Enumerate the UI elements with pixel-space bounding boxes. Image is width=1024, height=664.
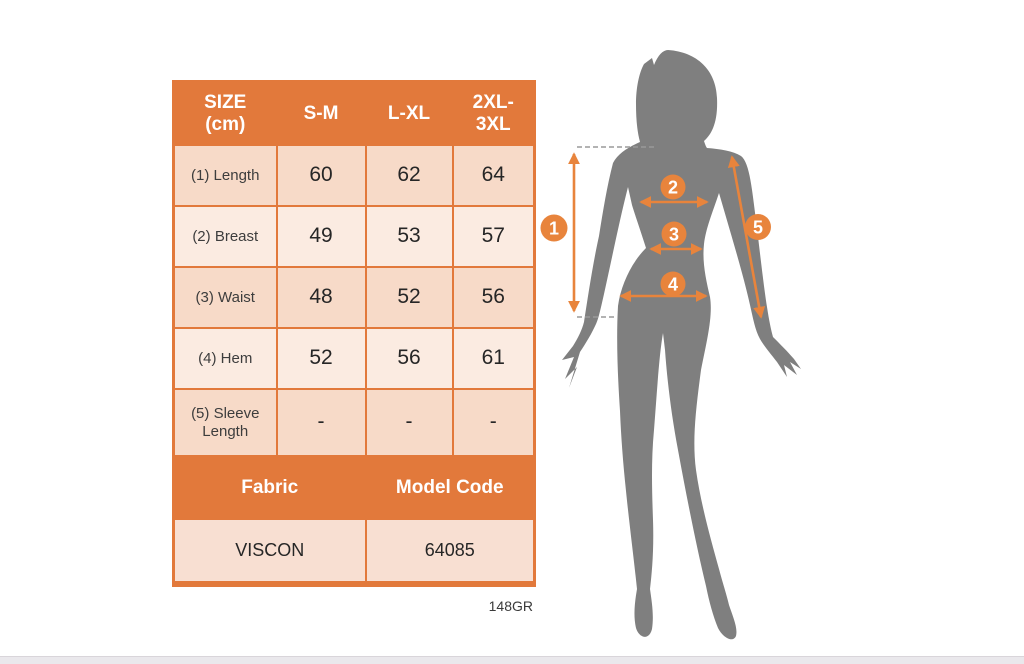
svg-text:3: 3 <box>669 225 679 245</box>
svg-text:5: 5 <box>753 218 763 238</box>
hem-sm: 52 <box>275 327 367 390</box>
row-label-hem: (4) Hem <box>172 327 278 390</box>
row-label-waist: (3) Waist <box>172 266 278 329</box>
window-bottom-edge <box>0 656 1024 664</box>
fabric-header: Fabric <box>172 455 367 520</box>
info-header-row: Fabric Model Code <box>172 455 536 520</box>
column-header-size-line1: SIZE <box>204 91 247 113</box>
marker-3: 3 <box>661 221 687 247</box>
hem-2xl3xl: 61 <box>451 327 536 390</box>
weight-note: 148GR <box>488 598 533 614</box>
length-sm: 60 <box>275 144 367 207</box>
column-header-size: SIZE (cm) <box>172 80 278 146</box>
svg-text:2: 2 <box>668 178 678 198</box>
hem-lxl: 56 <box>364 327 454 390</box>
waist-2xl3xl: 56 <box>451 266 536 329</box>
column-header-size-line2: (cm) <box>205 113 246 135</box>
model-code-value: 64085 <box>364 518 536 587</box>
size-chart-header-row: SIZE (cm) S-M L-XL 2XL-3XL <box>172 80 536 146</box>
column-header-2xl3xl: 2XL-3XL <box>451 80 536 146</box>
breast-lxl: 53 <box>364 205 454 268</box>
marker-4: 4 <box>660 271 686 297</box>
table-row-length: (1) Length 60 62 64 <box>172 144 536 207</box>
breast-sm: 49 <box>275 205 367 268</box>
breast-2xl3xl: 57 <box>451 205 536 268</box>
length-lxl: 62 <box>364 144 454 207</box>
length-2xl3xl: 64 <box>451 144 536 207</box>
size-chart-table: SIZE (cm) S-M L-XL 2XL-3XL (1) Length 60… <box>172 80 536 587</box>
table-row-sleeve-length: (5) Sleeve Length - - - <box>172 388 536 457</box>
marker-5: 5 <box>745 214 771 240</box>
column-header-sm: S-M <box>275 80 367 146</box>
row-label-length: (1) Length <box>172 144 278 207</box>
sleeve-lxl: - <box>364 388 454 457</box>
info-value-row: VISCON 64085 <box>172 518 536 587</box>
table-row-hem: (4) Hem 52 56 61 <box>172 327 536 390</box>
svg-text:1: 1 <box>549 219 559 239</box>
table-row-breast: (2) Breast 49 53 57 <box>172 205 536 268</box>
row-label-sleeve-length: (5) Sleeve Length <box>172 388 278 457</box>
waist-sm: 48 <box>275 266 367 329</box>
marker-1: 1 <box>540 214 568 242</box>
svg-text:4: 4 <box>668 275 678 295</box>
model-code-header: Model Code <box>364 455 536 520</box>
row-label-breast: (2) Breast <box>172 205 278 268</box>
fabric-value: VISCON <box>172 518 367 587</box>
waist-lxl: 52 <box>364 266 454 329</box>
sleeve-sm: - <box>275 388 367 457</box>
body-measurement-diagram: 1 2 3 4 5 <box>540 50 801 640</box>
female-body-silhouette <box>562 50 801 640</box>
table-row-waist: (3) Waist 48 52 56 <box>172 266 536 329</box>
marker-2: 2 <box>660 174 686 200</box>
column-header-lxl: L-XL <box>364 80 454 146</box>
sleeve-2xl3xl: - <box>451 388 536 457</box>
sleeve-arrow <box>727 155 766 319</box>
